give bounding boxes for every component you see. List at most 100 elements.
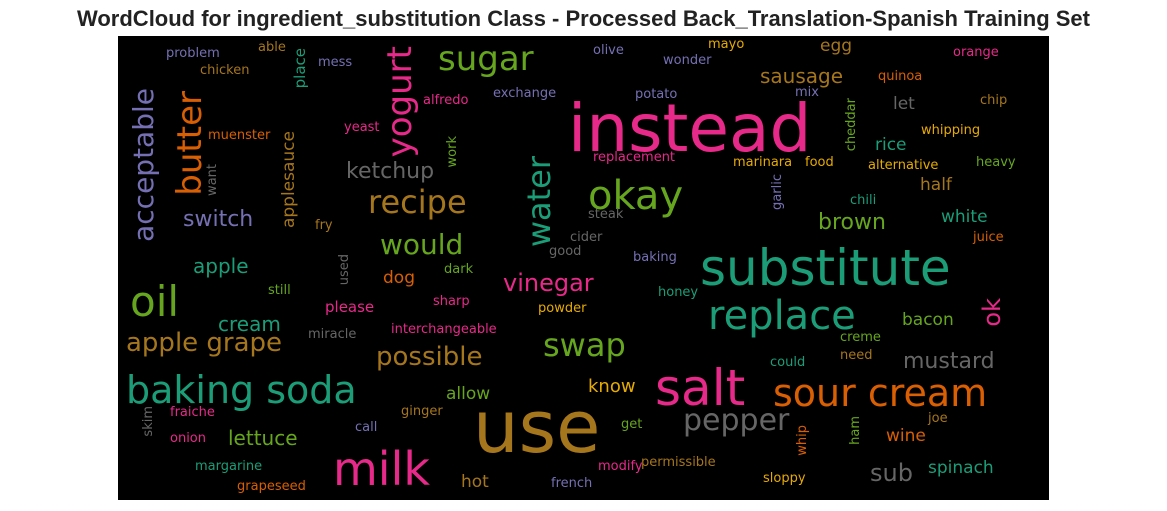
word-get: get — [621, 417, 643, 432]
word-need: need — [840, 348, 873, 363]
word-chicken: chicken — [200, 63, 250, 78]
word-use: use — [473, 385, 601, 469]
word-miracle: miracle — [308, 327, 357, 342]
word-marinara: marinara — [733, 155, 793, 170]
word-oil: oil — [130, 277, 180, 326]
word-used: used — [337, 254, 352, 286]
word-please: please — [325, 298, 375, 316]
word-instead: instead — [568, 90, 812, 167]
word-chili: chili — [850, 193, 877, 208]
word-honey: honey — [658, 285, 699, 300]
word-muenster: muenster — [208, 128, 271, 143]
word-applesauce: applesauce — [279, 131, 299, 229]
word-half: half — [920, 175, 952, 195]
word-mayo: mayo — [708, 37, 745, 52]
word-baking-soda: baking soda — [126, 368, 357, 412]
word-cheddar: cheddar — [844, 98, 859, 152]
word-potato: potato — [635, 87, 678, 102]
word-bacon: bacon — [902, 310, 954, 330]
word-acceptable: acceptable — [127, 88, 160, 242]
word-okay: okay — [588, 173, 684, 219]
word-salt: salt — [655, 359, 746, 417]
word-interchangeable: interchangeable — [391, 322, 497, 337]
word-mustard: mustard — [903, 349, 995, 374]
word-apple: apple — [193, 254, 249, 278]
word-alternative: alternative — [868, 158, 939, 173]
word-substitute: substitute — [700, 239, 951, 297]
word-place: place — [291, 48, 309, 89]
word-water: water — [520, 156, 558, 248]
word-joe: joe — [928, 411, 948, 426]
word-work: work — [445, 136, 460, 168]
word-egg: egg — [820, 36, 853, 56]
word-cream: cream — [218, 312, 281, 336]
word-ok: ok — [978, 298, 1006, 327]
word-wine: wine — [886, 426, 926, 446]
word-cider: cider — [570, 230, 603, 245]
word-chip: chip — [980, 93, 1008, 108]
word-replace: replace — [708, 293, 856, 339]
word-wonder: wonder — [663, 53, 712, 68]
word-onion: onion — [170, 431, 206, 446]
word-garlic: garlic — [770, 174, 785, 210]
word-hot: hot — [461, 472, 489, 492]
word-problem: problem — [166, 46, 220, 61]
word-exchange: exchange — [493, 86, 557, 101]
word-would: would — [380, 228, 464, 261]
word-baking: baking — [633, 250, 677, 265]
word-dark: dark — [444, 262, 474, 277]
word-able: able — [258, 40, 286, 55]
word-modify: modify — [598, 459, 643, 474]
word-swap: swap — [543, 326, 626, 364]
word-ketchup: ketchup — [346, 159, 435, 184]
word-mess: mess — [318, 55, 353, 70]
word-mix: mix — [795, 85, 819, 100]
word-white: white — [941, 207, 988, 227]
word-french: french — [551, 476, 593, 491]
word-food: food — [805, 155, 834, 170]
word-let: let — [893, 94, 915, 114]
word-lettuce: lettuce — [228, 426, 298, 450]
word-replacement: replacement — [593, 150, 676, 165]
word-cloud: instead use substitute salt milk baking soda s… — [118, 36, 1049, 500]
word-creme: creme — [840, 330, 881, 345]
word-still: still — [268, 283, 291, 298]
word-sub: sub — [870, 459, 913, 487]
word-whip: whip — [795, 425, 810, 456]
word-good: good — [549, 244, 582, 259]
word-powder: powder — [538, 301, 587, 316]
word-apple-grape: apple grape — [126, 328, 283, 358]
word-could: could — [770, 355, 806, 370]
word-possible: possible — [376, 342, 483, 372]
word-yeast: yeast — [344, 120, 380, 135]
word-pepper: pepper — [683, 403, 790, 438]
word-spinach: spinach — [928, 458, 994, 478]
word-vinegar: vinegar — [503, 269, 594, 297]
word-orange: orange — [953, 45, 999, 60]
word-butter: butter — [170, 91, 210, 196]
word-olive: olive — [593, 43, 624, 58]
word-fraiche: fraiche — [170, 405, 215, 420]
word-grapeseed: grapeseed — [237, 479, 306, 494]
word-sloppy: sloppy — [763, 471, 806, 486]
word-skim: skim — [141, 406, 156, 437]
word-switch: switch — [183, 207, 254, 232]
word-milk: milk — [333, 442, 431, 496]
chart-title: WordCloud for ingredient_substitution Cl… — [77, 6, 1090, 31]
word-call: call — [355, 420, 378, 435]
word-whipping: whipping — [921, 123, 981, 138]
word-quinoa: quinoa — [878, 69, 923, 84]
word-fry: fry — [315, 218, 333, 233]
word-sharp: sharp — [433, 294, 470, 309]
word-sugar: sugar — [438, 39, 534, 79]
word-want: want — [205, 164, 220, 196]
word-ginger: ginger — [401, 404, 443, 419]
word-allow: allow — [446, 384, 491, 404]
word-steak: steak — [588, 207, 624, 222]
word-sausage: sausage — [760, 64, 844, 88]
word-alfredo: alfredo — [423, 93, 469, 108]
word-heavy: heavy — [976, 155, 1016, 170]
word-recipe: recipe — [368, 183, 467, 221]
word-ham: ham — [848, 416, 863, 445]
word-dog: dog — [383, 268, 415, 288]
